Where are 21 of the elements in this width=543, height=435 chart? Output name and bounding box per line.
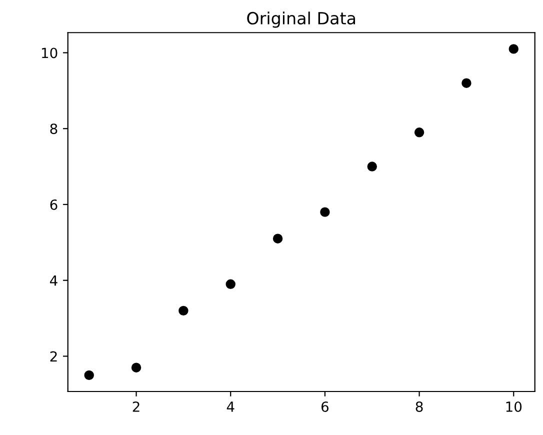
y-tick-label: 10 [42,48,58,58]
point [462,78,472,88]
x-tick-label: 6 [322,401,328,412]
chart-title: Original Data [247,12,356,28]
y-tick-label: 6 [50,199,58,210]
x-tick-label: 10 [506,401,522,412]
point [84,370,94,380]
x-tick-label: 8 [416,401,423,412]
point [178,306,188,316]
point [320,207,330,217]
y-tick-label: 4 [50,276,58,286]
point [131,362,142,372]
point [367,162,377,172]
point [414,128,424,138]
point [508,44,518,54]
y-tick-label: 8 [50,124,58,134]
y-tick-label: 2 [50,351,57,362]
point [272,234,283,244]
x-tick-label: 2 [132,401,140,412]
x-tick-label: 4 [226,402,234,412]
point [226,279,236,290]
